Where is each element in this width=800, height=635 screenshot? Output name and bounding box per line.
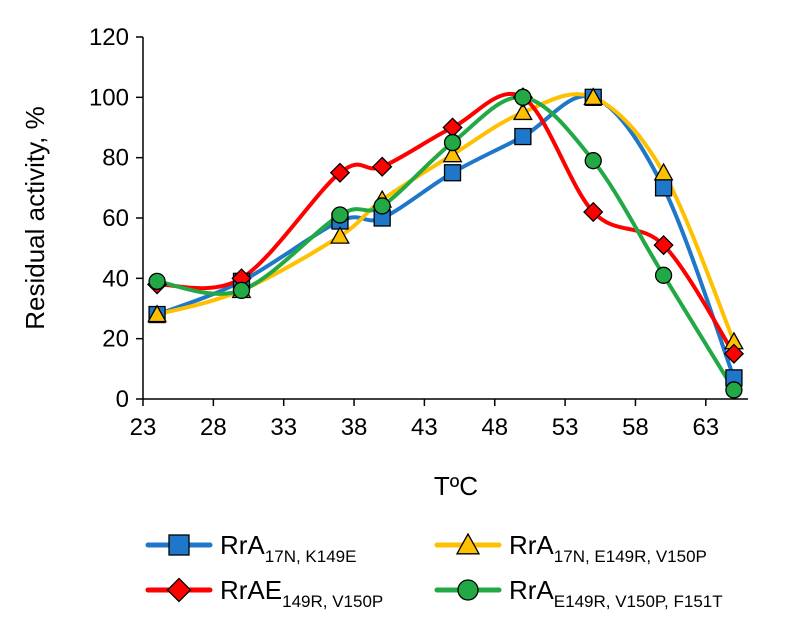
y-axis-title: Residual activity, %	[20, 106, 50, 330]
x-tick-label: 38	[341, 414, 368, 441]
legend-item-4: RrAE149R, V150P, F151T	[434, 575, 723, 611]
data-point-series-2	[442, 144, 463, 163]
x-tick-label: 28	[200, 414, 227, 441]
data-point-series-2	[512, 102, 533, 121]
y-tick-label: 40	[102, 265, 129, 292]
data-point-series-2	[147, 304, 167, 323]
x-tick-label: 43	[411, 414, 438, 441]
data-point-series-4	[584, 152, 602, 170]
legend-label-subscript: 17N, K149E	[265, 547, 357, 566]
data-point-series-3	[653, 235, 674, 256]
x-tick-label: 58	[622, 414, 649, 441]
y-tick-label: 100	[89, 84, 129, 111]
legend-label: RrAE149R, V150P, F151T	[509, 575, 723, 611]
axes: 0 20 40 60 80 100 120 23 28 33 38 43 48 53 58 63	[89, 24, 748, 441]
data-point-series-4	[443, 133, 462, 152]
series-line-4	[155, 95, 736, 392]
legend-label: RrA17N, K149E	[220, 530, 356, 566]
data-point-series-4	[373, 197, 391, 215]
data-point-series-4	[232, 281, 251, 300]
data-point-series-3	[372, 156, 393, 177]
series-layer	[146, 87, 745, 399]
data-point-series-4	[148, 272, 166, 291]
x-tick-label: 33	[270, 414, 297, 441]
legend-item-3: RrAE149R, V150P	[145, 575, 383, 611]
data-point-series-1	[514, 127, 532, 146]
legend-label: RrA17N, E149R, V150P	[509, 530, 707, 566]
data-point-series-4	[654, 266, 673, 284]
x-tick-label: 23	[130, 414, 157, 441]
x-tick-label: 63	[692, 414, 719, 441]
data-point-series-4	[331, 206, 349, 224]
data-point-series-4	[725, 381, 743, 399]
legend-item-1: RrA17N, K149E	[145, 530, 356, 566]
y-tick-label: 80	[102, 145, 129, 172]
data-point-series-2	[330, 225, 350, 244]
legend-label-main: RrA	[509, 575, 554, 605]
data-point-series-2	[653, 162, 674, 181]
legend-label-main: RrAE	[220, 575, 282, 605]
x-tick-label: 48	[481, 414, 508, 441]
x-axis-title: TºC	[434, 471, 478, 501]
legend: RrA17N, K149E RrA17N, E149R, V150PRrAE149…	[145, 530, 723, 611]
legend-label-main: RrA	[509, 530, 554, 560]
data-point-series-3	[723, 343, 745, 364]
series-markers	[146, 87, 745, 399]
data-point-series-3	[329, 162, 351, 183]
y-tick-label: 0	[116, 386, 129, 413]
legend-label-subscript: 149R, V150P	[282, 592, 383, 611]
legend-swatch-marker	[168, 534, 190, 556]
legend-swatch-marker	[166, 577, 192, 603]
y-tick-label: 60	[102, 205, 129, 232]
y-tick-label: 120	[89, 24, 129, 51]
legend-label-subscript: E149R, V150P, F151T	[554, 592, 723, 611]
legend-label: RrAE149R, V150P	[220, 575, 383, 611]
legend-swatch-marker	[455, 532, 481, 555]
series-line-3	[155, 91, 736, 356]
data-point-series-3	[583, 201, 604, 223]
legend-item-2: RrA17N, E149R, V150P	[434, 530, 707, 566]
legend-label-main: RrA	[220, 530, 265, 560]
y-tick-label: 20	[102, 326, 129, 353]
data-point-series-1	[654, 179, 673, 197]
data-point-series-1	[443, 164, 462, 182]
data-point-series-4	[514, 88, 532, 106]
legend-label-subscript: 17N, E149R, V150P	[554, 547, 707, 566]
x-tick-label: 53	[552, 414, 579, 441]
legend-swatch-marker	[457, 579, 479, 601]
data-point-series-2	[583, 87, 604, 106]
